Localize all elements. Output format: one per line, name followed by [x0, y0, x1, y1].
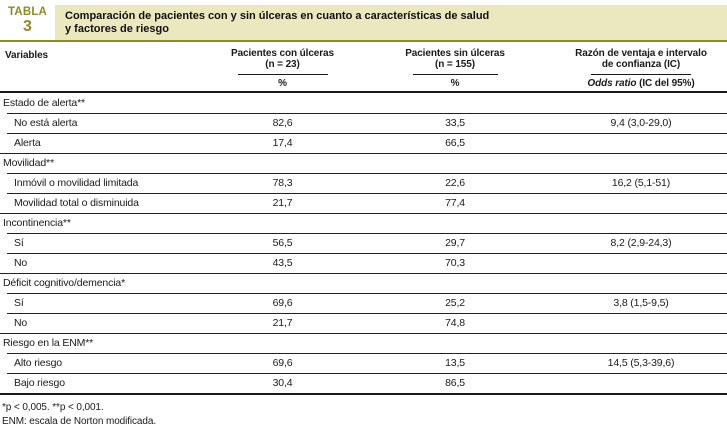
with-ulcers-value: 21,7 — [272, 197, 293, 209]
odds-ratio-value: 8,2 (2,9-24,3) — [610, 237, 672, 249]
title-divider-rule — [0, 40, 727, 42]
row-label: Movilidad total o disminuida — [14, 197, 139, 209]
without-ulcers-value: 22,6 — [445, 177, 465, 189]
table-row: Sí 69,6 25,2 3,8 (1,5-9,5) — [0, 293, 727, 313]
table-row: Estado de alerta** — [0, 93, 727, 113]
row-label: Incontinencia** — [3, 217, 71, 229]
odds-ratio-value: 16,2 (5,1-51) — [611, 177, 671, 189]
column-header-without-ulcers: Pacientes sin úlceras (n = 155) % — [355, 48, 555, 89]
row-label: Sí — [14, 237, 24, 249]
table-title-line1: Comparación de pacientes con y sin úlcer… — [65, 10, 490, 22]
without-ulcers-value: 74,8 — [445, 317, 465, 329]
odds-ratio-title-line1: Razón de ventaja e intervalo — [575, 48, 707, 59]
odds-ratio-rule — [591, 74, 691, 75]
table-row: No está alerta 82,6 33,5 9,4 (3,0-29,0) — [0, 113, 727, 133]
column-header-row: Variables Pacientes con úlceras (n = 23)… — [0, 48, 727, 89]
without-ulcers-value: 25,2 — [445, 297, 465, 309]
without-ulcers-value: 13,5 — [445, 357, 465, 369]
row-label: Movilidad** — [3, 157, 54, 169]
with-ulcers-value: 21,7 — [272, 317, 293, 329]
with-ulcers-rule — [237, 74, 328, 75]
with-ulcers-value: 69,6 — [272, 357, 293, 369]
row-label: Bajo riesgo — [14, 377, 65, 389]
without-ulcers-value: 33,5 — [445, 117, 465, 129]
footnotes: *p < 0,005. **p < 0,001. ENM: escala de … — [2, 401, 156, 428]
with-ulcers-value: 78,3 — [272, 177, 293, 189]
with-ulcers-title: Pacientes con úlceras — [231, 48, 334, 59]
column-header-with-ulcers: Pacientes con úlceras (n = 23) % — [210, 48, 355, 89]
table-title-line2: y factores de riesgo — [65, 23, 169, 35]
without-ulcers-value: 29,7 — [445, 237, 465, 249]
column-header-odds-ratio: Razón de ventaja e intervalo de confianz… — [555, 48, 727, 89]
without-ulcers-percent-label: % — [450, 78, 460, 89]
row-label: Sí — [14, 297, 24, 309]
with-ulcers-value: 43,5 — [272, 257, 293, 269]
table-number-label: TABLA 3 — [0, 6, 55, 35]
table-row: No 43,5 70,3 — [0, 253, 727, 273]
odds-ratio-sub-label: Odds ratio (IC del 95%) — [555, 78, 727, 89]
without-ulcers-rule — [412, 74, 498, 75]
without-ulcers-title: Pacientes sin úlceras — [405, 48, 505, 59]
without-ulcers-n: (n = 155) — [435, 59, 475, 70]
table-word: TABLA — [7, 6, 48, 18]
with-ulcers-value: 56,5 — [272, 237, 293, 249]
odds-ratio-ci: (IC del 95%) — [636, 78, 695, 89]
odds-ratio-value: 3,8 (1,5-9,5) — [613, 297, 669, 309]
row-label: Déficit cognitivo/demencia* — [3, 277, 126, 289]
column-header-variables: Variables — [5, 50, 49, 61]
without-ulcers-value: 77,4 — [445, 197, 465, 209]
row-label: Inmóvil o movilidad limitada — [14, 177, 139, 189]
footnote-significance: *p < 0,005. **p < 0,001. — [2, 402, 104, 413]
without-ulcers-value: 86,5 — [445, 377, 465, 389]
odds-ratio-italic: Odds ratio — [587, 78, 637, 89]
with-ulcers-value: 17,4 — [272, 137, 293, 149]
row-label: No — [14, 257, 28, 269]
table-row: Bajo riesgo 30,4 86,5 — [0, 373, 727, 393]
with-ulcers-value: 82,6 — [272, 117, 293, 129]
odds-ratio-value: 14,5 (5,3-39,6) — [607, 357, 675, 369]
row-label: Riesgo en la ENM** — [3, 337, 94, 349]
table-row: Inmóvil o movilidad limitada 78,3 22,6 1… — [0, 173, 727, 193]
table-row: Riesgo en la ENM** — [0, 333, 727, 353]
table-title: Comparación de pacientes con y sin úlcer… — [55, 5, 727, 40]
odds-ratio-value: 9,4 (3,0-29,0) — [610, 117, 672, 129]
row-label: Estado de alerta** — [3, 97, 85, 109]
table-header-band: TABLA 3 Comparación de pacientes con y s… — [0, 5, 727, 40]
row-label: Alto riesgo — [14, 357, 62, 369]
row-label: No — [14, 317, 28, 329]
with-ulcers-n: (n = 23) — [265, 59, 300, 70]
table-body: Estado de alerta** No está alerta 82,6 3… — [0, 91, 727, 395]
table-row: Movilidad total o disminuida 21,7 77,4 — [0, 193, 727, 213]
table-row: Déficit cognitivo/demencia* — [0, 273, 727, 293]
table-row: Alerta 17,4 66,5 — [0, 133, 727, 153]
table-number: 3 — [23, 18, 32, 35]
without-ulcers-value: 70,3 — [445, 257, 465, 269]
table-row: Movilidad** — [0, 153, 727, 173]
with-ulcers-value: 69,6 — [272, 297, 293, 309]
odds-ratio-title-line2: de confianza (IC) — [601, 59, 681, 70]
table-row: Alto riesgo 69,6 13,5 14,5 (5,3-39,6) — [0, 353, 727, 373]
table-row: No 21,7 74,8 — [0, 313, 727, 333]
without-ulcers-value: 66,5 — [445, 137, 465, 149]
row-label: Alerta — [14, 137, 41, 149]
footnote-enm: ENM: escala de Norton modificada. — [2, 415, 156, 427]
table-row: Sí 56,5 29,7 8,2 (2,9-24,3) — [0, 233, 727, 253]
with-ulcers-percent-label: % — [278, 78, 287, 89]
with-ulcers-value: 30,4 — [272, 377, 293, 389]
row-label: No está alerta — [14, 117, 78, 129]
table-row: Incontinencia** — [0, 213, 727, 233]
